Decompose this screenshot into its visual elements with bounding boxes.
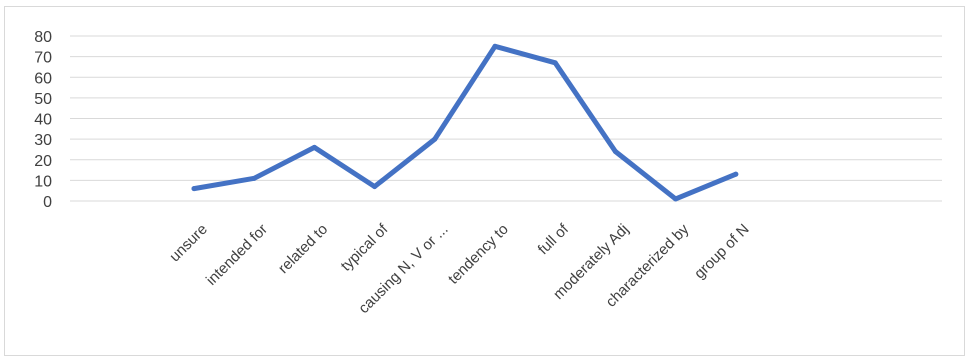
data-point xyxy=(612,149,618,154)
series-layer xyxy=(191,43,739,202)
data-point xyxy=(372,184,378,190)
data-point xyxy=(191,186,197,192)
y-tick-label: 60 xyxy=(34,70,52,87)
y-tick-label: 30 xyxy=(34,132,52,149)
x-tick-label: tendency to xyxy=(445,221,512,288)
x-tick-label: group of N xyxy=(691,221,753,283)
data-point xyxy=(432,136,438,142)
x-tick-label: intended for xyxy=(203,221,271,289)
data-point xyxy=(492,43,498,49)
y-tick-label: 40 xyxy=(34,112,52,129)
data-point xyxy=(311,144,317,150)
gridlines xyxy=(70,35,942,202)
y-tick-label: 80 xyxy=(34,29,52,46)
y-tick-label: 20 xyxy=(34,153,52,170)
data-point xyxy=(552,60,558,66)
x-tick-label: unsure xyxy=(166,221,210,265)
data-point xyxy=(673,196,679,202)
y-axis-ticks: 0 10 20 30 40 50 60 70 80 xyxy=(34,29,52,211)
x-tick-label: full of xyxy=(535,220,573,258)
y-tick-label: 0 xyxy=(43,194,52,211)
x-tick-label: related to xyxy=(275,221,331,277)
data-point xyxy=(733,171,739,177)
y-tick-label: 10 xyxy=(34,173,52,190)
series-line xyxy=(191,43,739,202)
data-point xyxy=(251,175,257,181)
y-tick-label: 50 xyxy=(34,91,52,108)
y-tick-label: 70 xyxy=(34,50,52,67)
x-tick-label: typical of xyxy=(338,220,392,274)
